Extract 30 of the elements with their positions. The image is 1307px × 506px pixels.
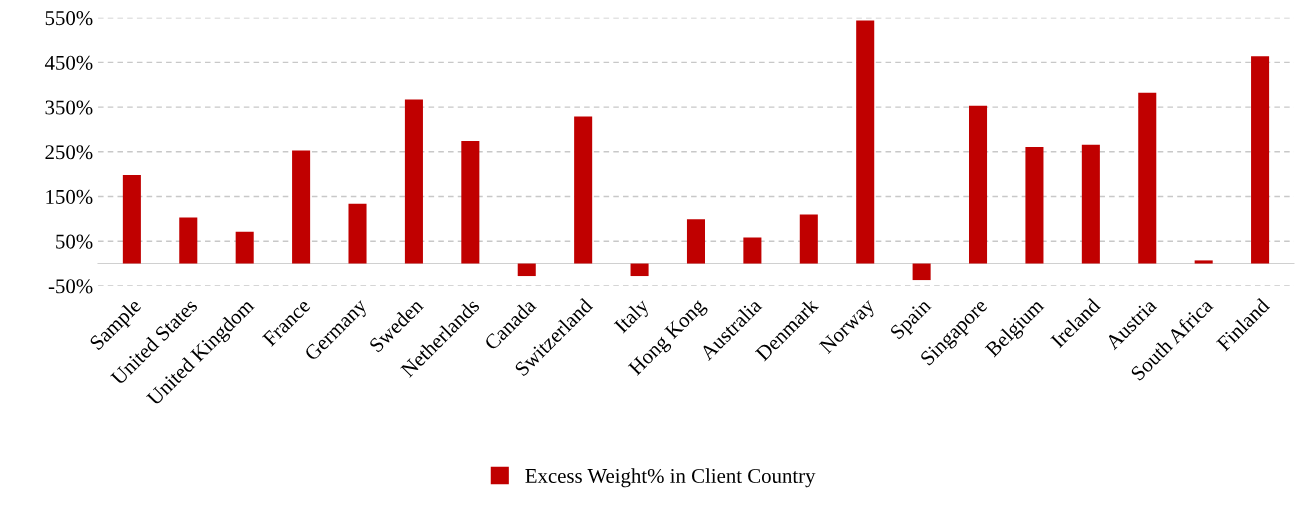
bar [404, 99, 423, 264]
y-tick-label: 550% [45, 11, 93, 26]
y-tick-label: 150% [46, 189, 93, 204]
bar [856, 20, 875, 264]
y-tick-label: 250% [45, 145, 93, 160]
bar [517, 263, 536, 277]
bar [686, 219, 705, 264]
bar [292, 150, 311, 264]
legend-label: Excess Weight% in Client Country [525, 468, 816, 488]
bar [1025, 146, 1044, 264]
y-tick-label: -50% [48, 279, 93, 294]
y-tick-label: 450% [44, 55, 93, 70]
bar [799, 214, 818, 264]
bar [348, 203, 367, 264]
bar [1138, 92, 1157, 264]
bar [1081, 144, 1100, 264]
bar [461, 141, 480, 264]
bar [179, 217, 198, 264]
bar [969, 105, 988, 264]
bar [1251, 56, 1270, 264]
bar [1194, 260, 1213, 264]
y-tick-label: 350% [45, 100, 93, 115]
bar [574, 116, 593, 264]
bar [235, 231, 254, 264]
x-tick-label: Italy [613, 296, 653, 337]
bar [630, 263, 649, 277]
bar [912, 263, 931, 281]
y-tick-label: 50% [56, 234, 93, 249]
bar [122, 175, 141, 264]
bar [743, 237, 762, 264]
